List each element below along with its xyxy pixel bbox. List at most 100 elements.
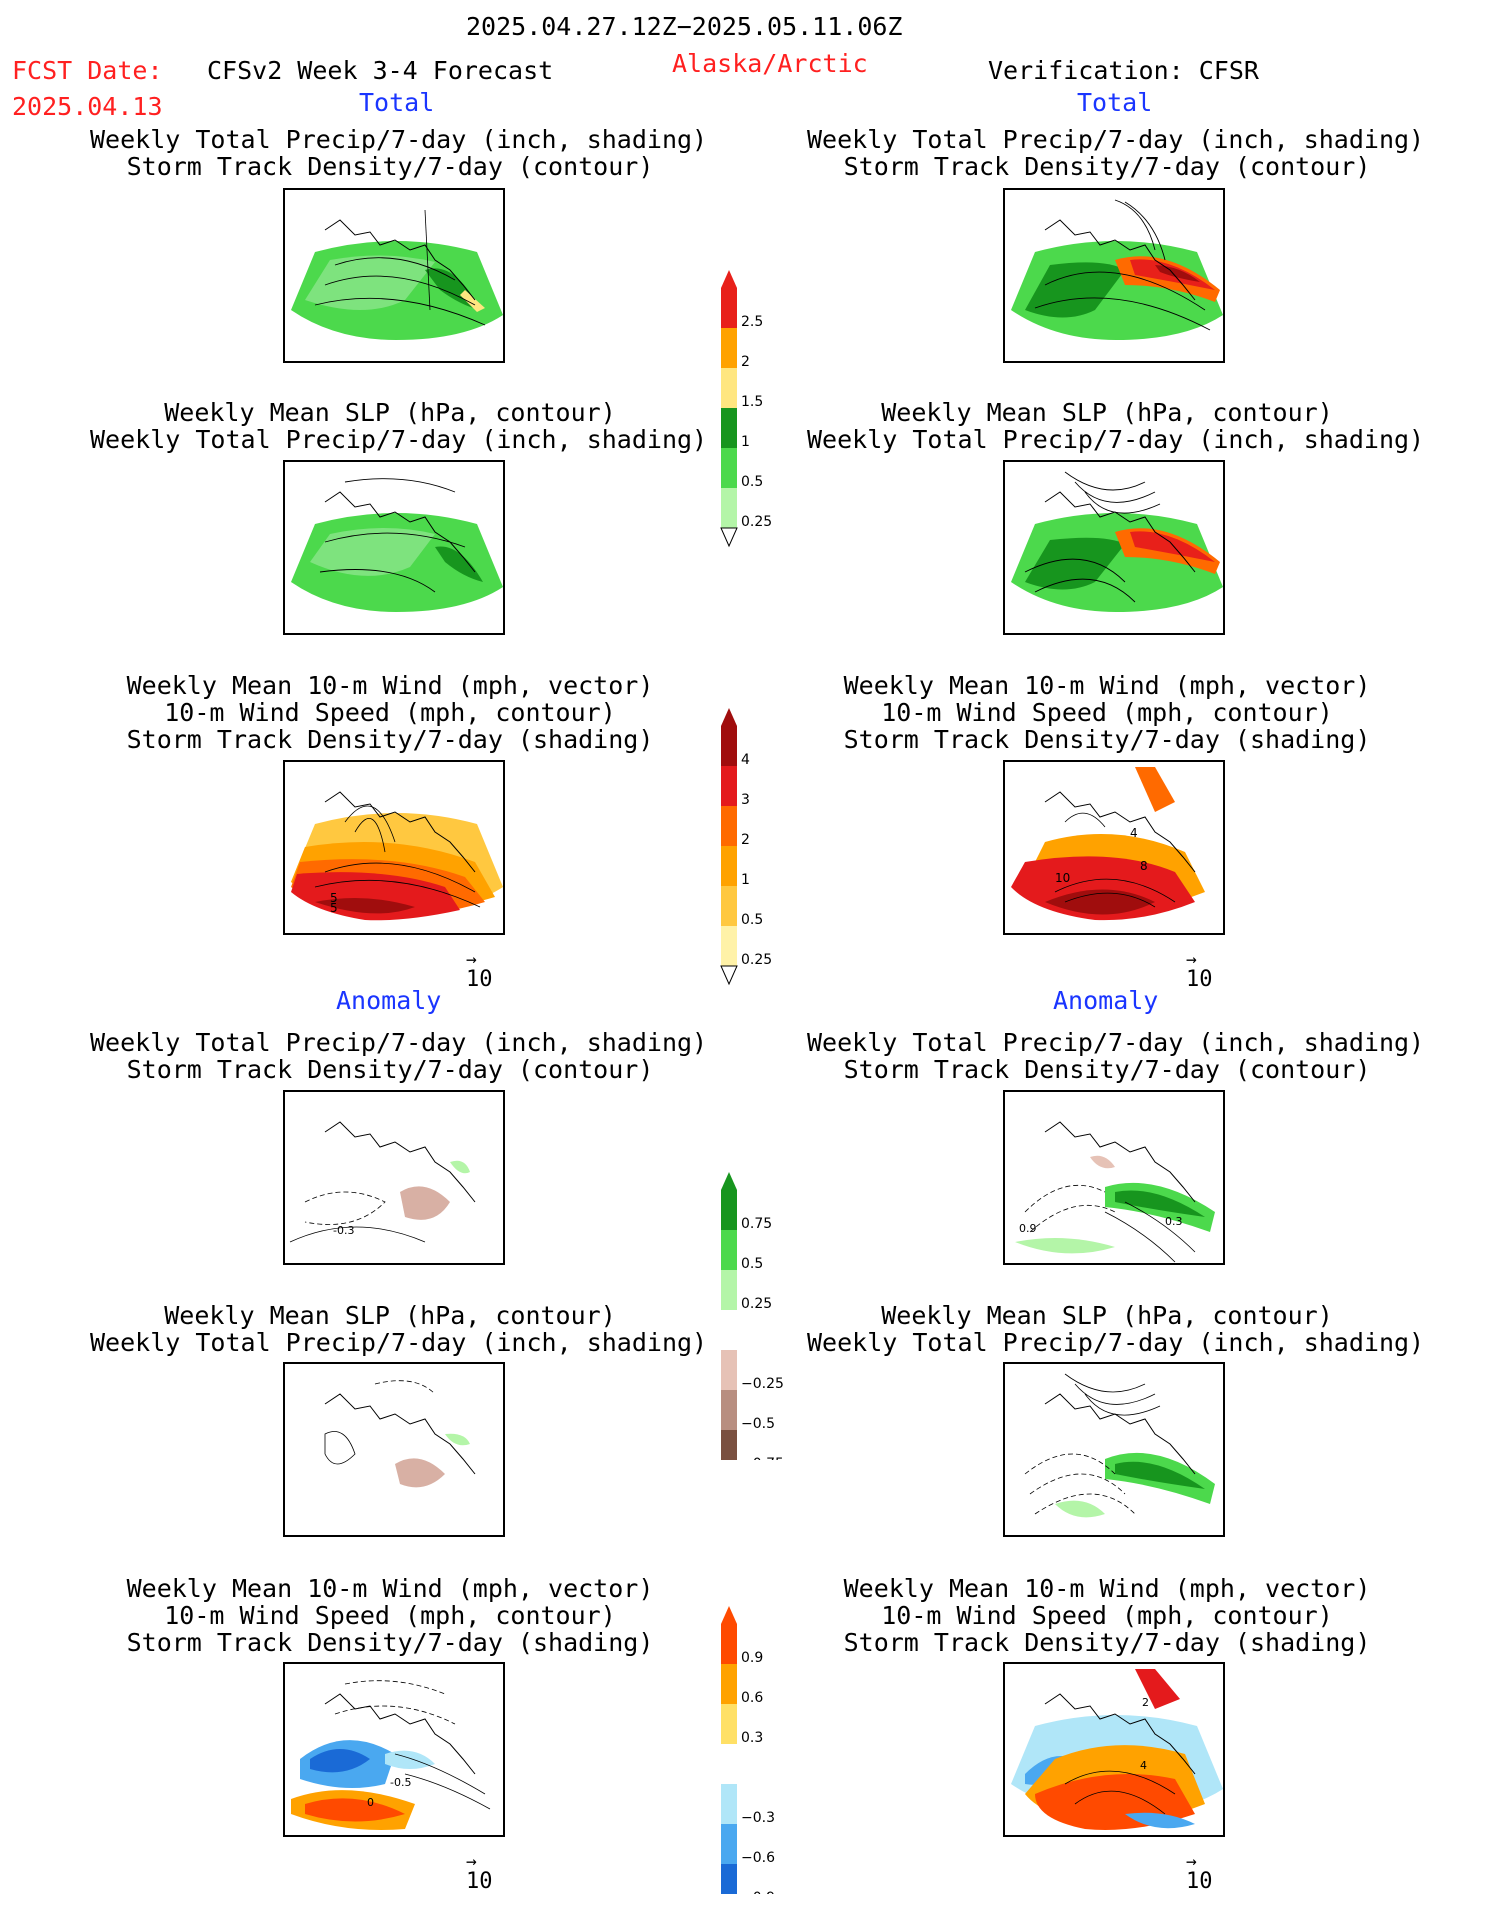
title-ob-wind-anom: Weekly Mean 10-m Wind (mph, vector) 10-m … xyxy=(843,1574,1371,1657)
title-fc-wind-anom: Weekly Mean 10-m Wind (mph, vector) 10-m … xyxy=(126,1574,654,1657)
forecast-anomaly-heading: Anomaly xyxy=(336,986,442,1015)
colorbar-label: 0.5 xyxy=(741,1256,763,1272)
contour-label: 0.3 xyxy=(1165,1215,1183,1228)
fcst-date-value: 2025.04.13 xyxy=(12,92,163,121)
contour-label: 8 xyxy=(1140,859,1148,873)
precip-total-colorbar: 2.5 2 1.5 1 0.5 0.25 xyxy=(720,270,772,548)
colorbar-label: 1 xyxy=(741,872,750,888)
verification-total-heading: Total xyxy=(1077,88,1153,117)
colorbar-label: 0.25 xyxy=(741,1296,772,1312)
verification-anomaly-heading: Anomaly xyxy=(1053,986,1159,1015)
colorbar-swatch xyxy=(721,806,737,846)
verification-title: Verification: CFSR xyxy=(988,56,1259,85)
colorbar-label: 0.5 xyxy=(741,474,763,490)
colorbar-swatch xyxy=(721,846,737,886)
map-fc-wind-anom: -0.5 0 xyxy=(283,1662,505,1837)
map-ob-slp-total xyxy=(1003,460,1225,635)
colorbar-arrow-top xyxy=(721,1172,737,1190)
colorbar-swatch xyxy=(721,448,737,488)
colorbar-swatch xyxy=(721,1310,737,1350)
title-ob-wind-total: Weekly Mean 10-m Wind (mph, vector) 10-m … xyxy=(843,671,1371,754)
colorbar-label: 1 xyxy=(741,434,750,450)
colorbar-swatch xyxy=(721,1624,737,1664)
colorbar-label: −0.6 xyxy=(741,1850,775,1866)
colorbar-arrow-top xyxy=(721,1606,737,1624)
colorbar-label: 2.5 xyxy=(741,314,763,330)
colorbar-label: 2 xyxy=(741,832,750,848)
colorbar-swatch xyxy=(721,886,737,926)
map-ob-wind-total: 10 4 8 xyxy=(1003,760,1225,935)
colorbar-label: 1.5 xyxy=(741,394,763,410)
colorbar-swatch xyxy=(721,368,737,408)
colorbar-swatch xyxy=(721,1824,737,1864)
colorbar-swatch xyxy=(721,1390,737,1430)
colorbar-swatch xyxy=(721,288,737,328)
colorbar-swatch xyxy=(721,1230,737,1270)
colorbar-swatch xyxy=(721,1270,737,1310)
colorbar-label: 0.9 xyxy=(741,1650,763,1666)
map-ob-wind-anom: 2 4 xyxy=(1003,1662,1225,1837)
forecast-total-heading: Total xyxy=(359,88,435,117)
colorbar-label: 0.6 xyxy=(741,1690,763,1706)
map-fc-precip-anom: -0.3 xyxy=(283,1090,505,1265)
colorbar-swatch xyxy=(721,1784,737,1824)
title-fc-slp-total: Weekly Mean SLP (hPa, contour) Weekly Tot… xyxy=(90,398,708,454)
contour-label: -0.5 xyxy=(390,1776,411,1789)
colorbar-label: −0.9 xyxy=(741,1890,775,1894)
map-fc-slp-total xyxy=(283,460,505,635)
colorbar-label: −0.25 xyxy=(741,1376,784,1392)
colorbar-arrow-bottom xyxy=(720,965,738,986)
title-ob-precip-total: Weekly Total Precip/7-day (inch, shading… xyxy=(807,125,1425,181)
colorbar-swatch xyxy=(721,1430,737,1460)
title-ob-precip-anom: Weekly Total Precip/7-day (inch, shading… xyxy=(807,1028,1425,1084)
map-ob-slp-anom xyxy=(1003,1362,1225,1537)
contour-label: 2 xyxy=(1142,1696,1149,1709)
colorbar-swatch xyxy=(721,328,737,368)
contour-label: 0 xyxy=(367,1796,374,1809)
contour-label: 4 xyxy=(1130,826,1138,840)
precip-anomaly-colorbar: 0.75 0.5 0.25 −0.25 −0.5 −0.75 xyxy=(721,1172,784,1460)
colorbar-swatch xyxy=(721,726,737,766)
contour-label: 5 xyxy=(330,901,338,915)
model-title: CFSv2 Week 3-4 Forecast xyxy=(207,56,554,85)
title-ob-slp-total: Weekly Mean SLP (hPa, contour) Weekly Tot… xyxy=(807,398,1425,454)
map-ob-precip-total xyxy=(1003,188,1225,363)
colorbar-swatch xyxy=(721,488,737,528)
vector-reference-ob-total: → 10 xyxy=(1186,949,1213,993)
colorbar-arrow-top xyxy=(721,708,737,726)
colorbar-label: 0.25 xyxy=(741,952,772,968)
colorbar-swatch xyxy=(721,1190,737,1230)
colorbar-swatch xyxy=(721,1864,737,1894)
colorbar-label: 3 xyxy=(741,792,750,808)
colorbar-label: 0.5 xyxy=(741,912,763,928)
vector-reference-ob-anom: → 10 xyxy=(1186,1851,1213,1895)
colorbar-label: −0.3 xyxy=(741,1810,775,1826)
map-ob-precip-anom: 0.9 0.3 xyxy=(1003,1090,1225,1265)
contour-label: 10 xyxy=(1055,871,1070,885)
vector-reference-fc-anom: → 10 xyxy=(466,1851,493,1895)
fcst-date-label: FCST Date: xyxy=(12,56,163,85)
colorbar-label: 0.75 xyxy=(741,1216,772,1232)
colorbar-swatch xyxy=(721,1350,737,1390)
title-fc-slp-anom: Weekly Mean SLP (hPa, contour) Weekly Tot… xyxy=(90,1301,708,1357)
colorbar-swatch xyxy=(721,1744,737,1784)
colorbar-label: 0.3 xyxy=(741,1730,763,1746)
map-fc-slp-anom xyxy=(283,1362,505,1537)
contour-label: 0.9 xyxy=(1019,1222,1037,1235)
map-fc-precip-total xyxy=(283,188,505,363)
colorbar-label: −0.75 xyxy=(741,1456,784,1460)
contour-label: 4 xyxy=(1140,1759,1147,1772)
colorbar-arrow-bottom xyxy=(720,527,738,548)
storm-track-anomaly-colorbar: 0.9 0.6 0.3 −0.3 −0.6 −0.9 xyxy=(721,1606,775,1894)
period-title: 2025.04.27.12Z−2025.05.11.06Z xyxy=(466,12,903,41)
storm-track-total-colorbar: 4 3 2 1 0.5 0.25 xyxy=(720,708,772,986)
colorbar-label: 2 xyxy=(741,354,750,370)
title-ob-slp-anom: Weekly Mean SLP (hPa, contour) Weekly Tot… xyxy=(807,1301,1425,1357)
region-title: Alaska/Arctic xyxy=(672,49,868,78)
title-fc-wind-total: Weekly Mean 10-m Wind (mph, vector) 10-m … xyxy=(126,671,654,754)
colorbar-arrow-top xyxy=(721,270,737,288)
colorbar-swatch xyxy=(721,1704,737,1744)
colorbar-swatch xyxy=(721,408,737,448)
colorbar-label: −0.5 xyxy=(741,1416,775,1432)
title-fc-precip-total: Weekly Total Precip/7-day (inch, shading… xyxy=(90,125,708,181)
